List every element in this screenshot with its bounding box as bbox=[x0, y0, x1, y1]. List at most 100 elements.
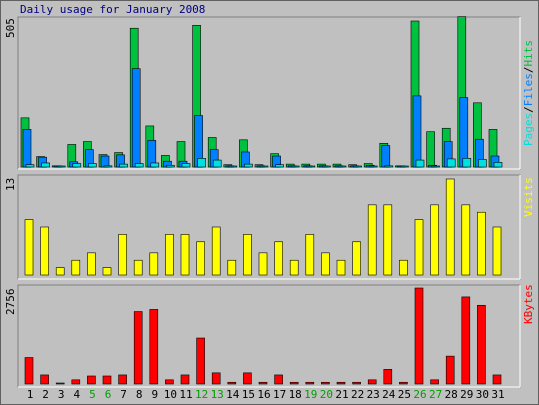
day-label-7: 7 bbox=[120, 388, 127, 401]
hits-bar-day-27 bbox=[426, 131, 435, 168]
kbytes-bar-day-16 bbox=[258, 381, 268, 385]
pages-bar-day-24 bbox=[384, 165, 394, 168]
day-label-18: 18 bbox=[289, 388, 302, 401]
pages-bar-day-13 bbox=[212, 159, 222, 168]
visits-bar-day-1 bbox=[24, 219, 34, 276]
files-bar-day-8 bbox=[131, 68, 141, 168]
pages-bar-day-31 bbox=[493, 162, 503, 168]
pages-bar-day-19 bbox=[306, 165, 316, 168]
kbytes-bar-day-8 bbox=[133, 311, 143, 385]
pages-bar-day-11 bbox=[181, 163, 191, 168]
kbytes-bar-day-23 bbox=[367, 379, 377, 385]
pages-bar-day-16 bbox=[259, 165, 269, 168]
visits-bar-day-3 bbox=[55, 267, 65, 276]
pages-bar-day-20 bbox=[322, 165, 331, 168]
day-label-31: 31 bbox=[491, 388, 504, 401]
visits-bar-day-28 bbox=[445, 178, 455, 276]
visits-bar-day-24 bbox=[383, 204, 393, 276]
kbytes-bar-day-6 bbox=[102, 375, 112, 385]
pages-bar-day-30 bbox=[478, 159, 487, 168]
kbytes-ymax-label: 2756 bbox=[4, 289, 17, 316]
visits-bar-day-23 bbox=[367, 204, 377, 276]
kbytes-bar-day-19 bbox=[305, 381, 315, 385]
visits-bar-day-5 bbox=[87, 252, 96, 276]
x-axis-day-labels: 1 2 3 4 5 6 7 8 9 10 11 12 13 14 15 16 17 18 19 20 21 22 23 24 2… bbox=[27, 388, 505, 401]
visits-bar-day-9 bbox=[149, 252, 159, 276]
hits-legend: Pages/Files/Hits bbox=[522, 40, 535, 146]
visits-bar-day-4 bbox=[71, 259, 81, 276]
files-bar-day-1 bbox=[22, 129, 32, 168]
visits-bar-day-10 bbox=[165, 234, 174, 276]
files-bar-day-26 bbox=[412, 95, 422, 168]
pages-bar-day-29 bbox=[462, 158, 472, 168]
visits-bar-day-12 bbox=[196, 241, 205, 276]
day-label-12: 12 bbox=[195, 388, 208, 401]
visits-bar-day-18 bbox=[289, 259, 299, 276]
day-label-21: 21 bbox=[335, 388, 348, 401]
kbytes-bar-day-30 bbox=[477, 304, 486, 385]
kbytes-bar-day-4 bbox=[71, 379, 81, 385]
kbytes-bar-day-12 bbox=[196, 337, 205, 385]
files-bar-day-6 bbox=[100, 155, 110, 168]
kbytes-bar-day-15 bbox=[243, 372, 252, 385]
day-label-22: 22 bbox=[351, 388, 364, 401]
files-bar-day-24 bbox=[381, 145, 391, 168]
day-label-16: 16 bbox=[257, 388, 270, 401]
legend-sep-1: / bbox=[522, 106, 535, 113]
day-label-27: 27 bbox=[429, 388, 442, 401]
hits-ymax-label: 505 bbox=[4, 18, 17, 38]
pages-bar-day-21 bbox=[337, 165, 347, 168]
kbytes-bar-day-3 bbox=[55, 382, 65, 385]
visits-bar-day-2 bbox=[40, 226, 49, 276]
day-label-11: 11 bbox=[179, 388, 192, 401]
legend-hits: Hits bbox=[522, 40, 535, 67]
visits-bar-day-15 bbox=[243, 234, 252, 276]
day-label-8: 8 bbox=[136, 388, 143, 401]
visits-bar-day-30 bbox=[477, 211, 486, 276]
kbytes-bar-day-28 bbox=[445, 355, 455, 385]
pages-bar-day-26 bbox=[415, 159, 425, 168]
visits-bar-day-26 bbox=[414, 219, 424, 276]
day-label-13: 13 bbox=[211, 388, 224, 401]
visits-bar-day-20 bbox=[321, 252, 330, 276]
kbytes-bar-day-26 bbox=[414, 287, 424, 385]
kbytes-bar-day-7 bbox=[118, 374, 127, 385]
visits-bar-day-17 bbox=[274, 241, 283, 276]
pages-bar-day-27 bbox=[431, 165, 440, 168]
day-label-3: 3 bbox=[58, 388, 65, 401]
pages-bar-day-8 bbox=[134, 163, 144, 168]
pages-bar-day-25 bbox=[400, 165, 409, 168]
kbytes-bar-day-27 bbox=[430, 379, 439, 385]
legend-files: Files bbox=[522, 73, 535, 106]
pages-bar-day-5 bbox=[88, 163, 97, 168]
kbytes-bar-day-14 bbox=[227, 381, 237, 385]
day-label-2: 2 bbox=[42, 388, 49, 401]
day-label-19: 19 bbox=[304, 388, 317, 401]
pages-bar-day-22 bbox=[353, 165, 362, 168]
pages-bar-day-18 bbox=[290, 165, 300, 168]
kbytes-legend: KBytes bbox=[522, 284, 535, 324]
visits-bar-day-16 bbox=[258, 252, 268, 276]
visits-bar-day-25 bbox=[399, 259, 408, 276]
visits-bars bbox=[24, 178, 502, 276]
pages-bar-day-4 bbox=[72, 163, 82, 168]
pages-bar-day-14 bbox=[228, 165, 238, 168]
pages-bar-day-7 bbox=[119, 163, 128, 168]
pages-bar-day-15 bbox=[244, 163, 253, 168]
visits-bar-day-19 bbox=[305, 234, 315, 276]
pages-bar-day-3 bbox=[56, 165, 66, 168]
chart-title: Daily usage for January 2008 bbox=[20, 3, 205, 16]
visits-bar-day-13 bbox=[211, 226, 221, 276]
day-label-24: 24 bbox=[382, 388, 396, 401]
day-label-26: 26 bbox=[413, 388, 426, 401]
visits-bar-day-8 bbox=[133, 259, 143, 276]
day-label-6: 6 bbox=[105, 388, 112, 401]
kbytes-bar-day-1 bbox=[24, 357, 34, 385]
day-label-29: 29 bbox=[460, 388, 473, 401]
kbytes-bar-day-25 bbox=[399, 381, 408, 385]
day-label-4: 4 bbox=[73, 388, 80, 401]
kbytes-bar-day-31 bbox=[492, 374, 502, 385]
day-label-14: 14 bbox=[226, 388, 240, 401]
day-label-20: 20 bbox=[320, 388, 333, 401]
